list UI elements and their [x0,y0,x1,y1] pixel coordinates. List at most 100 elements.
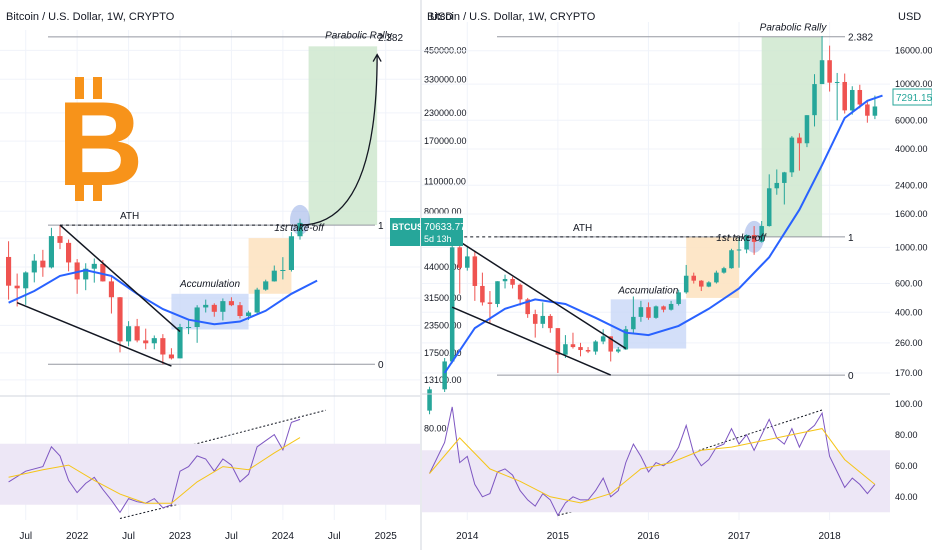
time-tick-label: Jul [328,531,341,542]
candle-body [40,260,46,268]
candle-body [6,256,12,286]
candle-body [699,280,704,287]
right-time-axis[interactable]: 2014 2015 2016 2017 2018 [456,531,841,542]
price-tick-label: 6000.00 [895,115,928,125]
candle-body [495,281,500,304]
left-last-price: 70633.77 [424,222,466,233]
candle-body [691,275,697,281]
parabolic-arrowhead [372,53,382,62]
candle-body [646,307,651,318]
fib-level-label: 0 [378,360,384,371]
rsi-upper-channel [119,409,326,465]
candle-body [857,89,863,105]
candle-body [203,304,209,308]
lower-trendline [16,301,172,367]
fib-level-label: 1 [378,221,384,232]
candle-body [57,236,63,243]
candle-body [480,285,485,303]
rsi-tick-label: 40.00 [895,492,918,502]
candle-body [797,137,802,144]
ath-label: ATH [573,223,592,234]
right-chart-panel[interactable]: 2.382 1 0 16000.00 10000.00 6000.00 4000.00 24… [422,22,932,542]
rsi-tick-label: 80.00 [424,424,447,434]
price-tick-label: 23500.00 [424,320,462,330]
price-tick-label: 230000.00 [424,108,467,118]
candle-body [774,182,780,189]
candle-body [517,284,523,300]
left-symbol-tag: BTCUSD [392,222,430,232]
candle-body [615,349,621,352]
left-symbol-tag-bg [390,218,420,246]
left-zone-boxes [171,46,378,330]
price-tick-label: 80000.00 [424,206,462,216]
time-tick-label: 2018 [818,531,841,542]
fib-level-label: 0 [848,371,854,382]
price-tick-label: 400.00 [895,307,923,317]
candle-body [668,303,674,310]
candle-body [134,326,140,341]
candle-body [744,235,749,250]
candle-body [143,340,149,344]
right-zone-boxes [610,36,823,349]
rsi-line [429,406,876,517]
candle-body [555,328,561,355]
candle-body [31,260,37,273]
left-annotations: ATH 1st take-off Accumulation Parabolic Ral… [120,30,393,290]
candle-body [578,347,583,351]
price-tick-label: 1600.00 [895,209,928,219]
candle-body [714,272,719,283]
candle-body [48,236,54,268]
candle-body [83,268,89,280]
candle-body [548,315,553,329]
candle-body [593,341,598,352]
candle-body [827,60,832,83]
takeoff-label: 1st take-off [274,223,325,234]
moving-average-line [443,94,883,374]
left-time-axis[interactable]: Jul 2022 Jul 2023 Jul 2024 Jul 2025 [19,531,397,542]
fib-level-label: 2.382 [378,33,403,44]
candle-body [254,289,260,313]
candle-body [608,336,613,352]
candle-body [168,354,174,359]
candle-body [108,281,114,298]
price-tick-label: 110000.00 [424,177,466,187]
left-countdown: 5d 13h [424,234,452,244]
candle-body [211,304,217,312]
price-tick-label: 16000.00 [895,46,932,56]
candle-body [842,81,847,111]
time-tick-label: 2025 [375,531,398,542]
parabolic-arrow [299,54,378,226]
price-tick-label: 1000.00 [895,242,928,252]
candle-body [465,256,470,268]
right-rsi-pane [422,393,890,517]
right-price-axis[interactable]: 16000.00 10000.00 6000.00 4000.00 2400.00 160… [895,46,932,502]
candle-body [194,307,200,328]
candle-body [100,263,106,282]
fib-level-label: 1 [848,233,854,244]
rsi-ma-line [8,437,301,504]
price-tick-label: 31500.00 [424,293,462,303]
candle-body [676,292,681,304]
price-tick-label: 170000.00 [424,136,467,146]
candle-body [766,188,772,227]
right-last-price: 7291.15 [896,93,932,104]
rsi-tick-label: 60.00 [895,461,918,471]
candle-body [297,222,303,237]
candle-body [510,278,515,285]
candle-body [74,262,80,280]
price-tick-label: 17500.00 [424,348,462,358]
candle-body [246,312,252,317]
left-last-price-bg [421,218,463,246]
candle-body [623,329,629,350]
lower-trendline [451,306,612,376]
price-tick-label: 330000.00 [424,74,467,84]
candle-body [865,104,870,116]
candle-body [782,172,787,183]
candle-body [872,106,878,116]
candle-body [653,306,659,318]
rsi-tick-label: 80.00 [895,430,918,440]
accumulation-label: Accumulation [617,286,678,297]
